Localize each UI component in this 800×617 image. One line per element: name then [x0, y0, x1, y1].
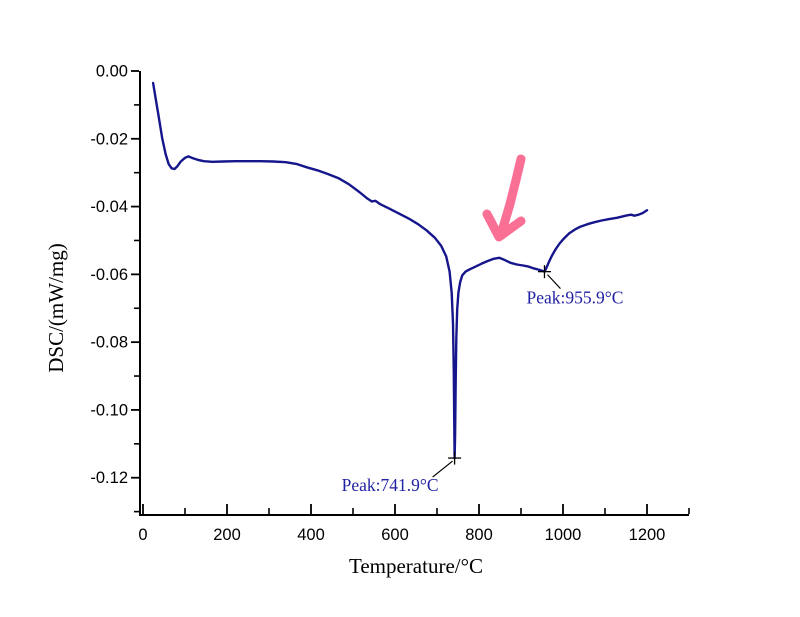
x-tick-label: 1000	[545, 526, 582, 544]
x-axis-title: Temperature/°C	[348, 554, 484, 578]
y-tick-label: -0.04	[90, 198, 128, 216]
y-tick-label: -0.12	[90, 469, 128, 487]
y-tick-label: -0.08	[90, 334, 128, 352]
x-tick-label: 400	[297, 526, 325, 544]
peak-label: Peak:741.9°C	[342, 475, 439, 495]
x-tick-label: 600	[381, 526, 409, 544]
highlight-arrow-shaft	[497, 154, 526, 236]
peak-label: Peak:955.9°C	[526, 288, 623, 308]
y-axis-title: DSC/(mW/mg)	[44, 243, 68, 373]
x-tick-label: 1200	[629, 526, 666, 544]
dsc-curve	[151, 81, 649, 460]
y-tick-label: 0.00	[96, 63, 128, 81]
peak-leader-line	[432, 460, 453, 478]
x-tick-label: 0	[138, 526, 147, 544]
y-tick-label: -0.10	[90, 401, 128, 419]
highlight-arrow-head	[482, 209, 526, 242]
x-tick-label: 800	[465, 526, 493, 544]
y-tick-label: -0.02	[90, 130, 128, 148]
peak-leader-line	[547, 274, 561, 290]
x-tick-label: 200	[213, 526, 241, 544]
y-tick-label: -0.06	[90, 266, 128, 284]
